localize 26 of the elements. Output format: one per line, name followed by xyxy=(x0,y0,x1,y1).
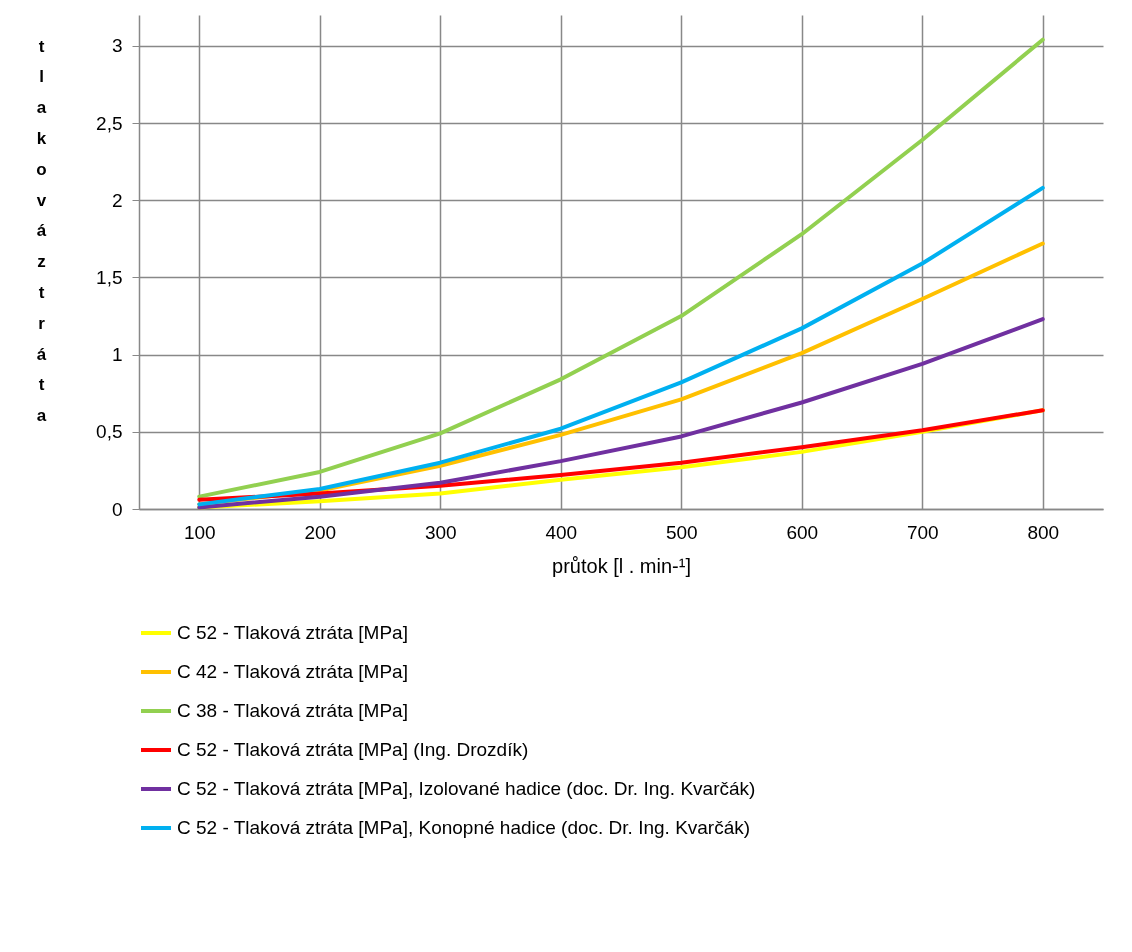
x-tick-label: 100 xyxy=(183,521,216,543)
x-tick-label: 700 xyxy=(906,521,939,543)
x-tick-label: 500 xyxy=(665,521,698,543)
x-tick-label: 600 xyxy=(786,521,819,543)
legend-label: C 52 - Tlaková ztráta [MPa] (Ing. Drozdík) xyxy=(177,739,529,760)
y-tick-label: 0,5 xyxy=(96,421,123,443)
x-tick-label: 200 xyxy=(304,521,337,543)
legend-label: C 52 - Tlaková ztráta [MPa], Konopné hadice (doc. Dr. Ing. Kvarčák) xyxy=(177,817,751,838)
y-tick-label: 1,5 xyxy=(96,266,123,288)
y-tick-label: 2,5 xyxy=(96,112,123,134)
legend-label: C 38 - Tlaková ztráta [MPa] xyxy=(177,700,408,721)
y-tick-label: 1 xyxy=(111,344,123,366)
line-series xyxy=(197,185,1045,507)
y-tick-label: 3 xyxy=(111,35,123,57)
legend-label: C 52 - Tlaková ztráta [MPa] xyxy=(177,622,408,643)
legend-label: C 52 - Tlaková ztráta [MPa], Izolované hadice (doc. Dr. Ing. Kvarčák) xyxy=(177,778,756,799)
line-series xyxy=(197,37,1045,499)
x-tick-label: 800 xyxy=(1027,521,1060,543)
text: tlaková ztráta xyxy=(36,36,47,426)
y-tick-label: 0 xyxy=(111,498,123,520)
y-tick-label: 2 xyxy=(111,189,123,211)
x-tick-label: 400 xyxy=(545,521,578,543)
legend-label: C 42 - Tlaková ztráta [MPa] xyxy=(177,661,408,682)
line-series xyxy=(197,317,1045,510)
x-tick-label: 300 xyxy=(424,521,457,543)
x-axis-title: průtok [l . min-¹] xyxy=(552,554,691,577)
